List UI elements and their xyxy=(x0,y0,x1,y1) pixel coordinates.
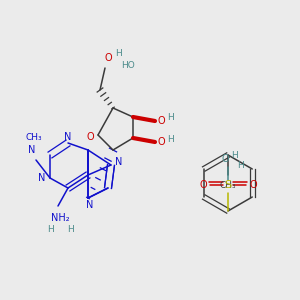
Text: CH₃: CH₃ xyxy=(26,134,42,142)
Text: NH₂: NH₂ xyxy=(51,213,69,223)
Text: O: O xyxy=(104,53,112,63)
Text: O: O xyxy=(221,154,229,164)
Text: H: H xyxy=(46,226,53,235)
Text: H: H xyxy=(115,49,122,58)
Text: CH₃: CH₃ xyxy=(220,181,236,190)
Text: N: N xyxy=(38,173,46,183)
Text: H: H xyxy=(167,134,173,143)
Text: S: S xyxy=(224,180,232,190)
Text: O: O xyxy=(157,137,165,147)
Text: N: N xyxy=(28,145,36,155)
Text: O: O xyxy=(86,132,94,142)
Text: O: O xyxy=(249,180,257,190)
Text: O: O xyxy=(157,116,165,126)
Text: HO: HO xyxy=(121,61,135,70)
Text: H: H xyxy=(167,113,173,122)
Text: H: H xyxy=(67,226,73,235)
Text: H: H xyxy=(231,151,237,160)
Text: N: N xyxy=(64,132,72,142)
Text: O: O xyxy=(199,180,207,190)
Text: N: N xyxy=(115,157,123,167)
Text: H: H xyxy=(237,160,243,169)
Text: N: N xyxy=(86,200,94,210)
